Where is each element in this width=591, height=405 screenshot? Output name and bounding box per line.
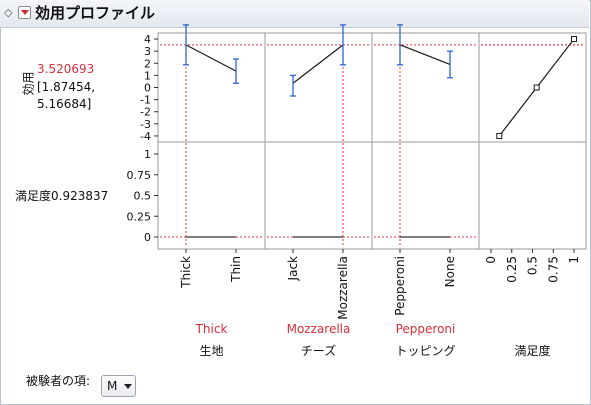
satisfaction-tick-label: 0.75: [127, 169, 152, 182]
subject-term-select[interactable]: M: [101, 375, 136, 397]
desirability-tick-label: 0: [484, 256, 498, 264]
satisfaction-panel-frame: [157, 141, 266, 250]
level-tick-label: Thin: [229, 256, 243, 283]
utility-tick-label: -4: [140, 130, 151, 143]
utility-ci-lower: [1.87454,: [37, 80, 96, 94]
desirability-handle: [533, 84, 540, 91]
subject-term-value: M: [107, 379, 118, 393]
desirability-handle: [571, 36, 577, 43]
level-tick-label: Thick: [179, 256, 193, 289]
disclosure-diamond-icon[interactable]: ◇: [4, 6, 13, 19]
report-title: 効用プロファイル: [35, 4, 156, 22]
factor-name: 生地: [199, 344, 224, 358]
factor-profile-line: [292, 44, 344, 84]
desirability-tick-label: 0.25: [505, 256, 519, 283]
satisfaction-panel-frame: [264, 141, 373, 250]
utility-tick-label: -1: [140, 94, 151, 107]
utility-tick-label: 0: [144, 82, 151, 95]
factor-name: トッピング: [395, 344, 456, 358]
factor-profile-line: [185, 44, 237, 72]
utility-tick-label: -3: [140, 118, 151, 131]
utility-tick-label: 1: [144, 69, 151, 82]
utility-panel-frame: [157, 32, 266, 143]
desirability-tick-label: 0.5: [526, 256, 540, 275]
desirability-name: 満足度: [514, 344, 551, 358]
factor-current-value: Pepperoni: [395, 322, 456, 336]
chevron-down-icon: [124, 384, 132, 389]
subject-term-label: 被験者の項:: [26, 374, 91, 388]
utility-panel-frame: [371, 32, 480, 143]
utility-tick-label: 2: [144, 57, 151, 70]
utility-ci-upper: 5.16684]: [37, 97, 92, 111]
level-tick-label: Mozzarella: [336, 256, 350, 320]
utility-tick-label: 4: [144, 33, 151, 46]
satisfaction-tick-label: 0.5: [134, 190, 152, 203]
utility-tick-label: -2: [140, 106, 151, 119]
report-header: ◇ 効用プロファイル: [0, 0, 589, 28]
desirability-tick-label: 1: [567, 256, 581, 264]
utility-panel-frame: [264, 32, 373, 143]
utility-panel-frame: [478, 32, 587, 143]
factor-name: チーズ: [300, 344, 337, 358]
satisfaction-tick-label: 0.25: [127, 210, 152, 223]
utility-tick-label: 3: [144, 45, 151, 58]
desirability-handle: [496, 132, 503, 139]
level-tick-label: Jack: [286, 256, 300, 281]
satisfaction-value-label: 満足度0.923837: [15, 189, 109, 203]
satisfaction-tick-label: 1: [144, 148, 151, 161]
factor-current-value: Thick: [195, 322, 228, 336]
level-tick-label: None: [443, 256, 457, 287]
satisfaction-tick-label: 0: [144, 231, 151, 244]
satisfaction-panel-frame: [371, 141, 480, 250]
factor-current-value: Mozzarella: [286, 322, 351, 336]
satisfaction-panel-frame: [478, 141, 587, 250]
utility-current-value: 3.520693: [37, 62, 95, 76]
factor-profile-line: [399, 44, 451, 66]
red-triangle-menu-icon[interactable]: [18, 6, 31, 19]
level-tick-label: Pepperoni: [393, 256, 407, 316]
desirability-tick-label: 0.75: [546, 256, 560, 283]
